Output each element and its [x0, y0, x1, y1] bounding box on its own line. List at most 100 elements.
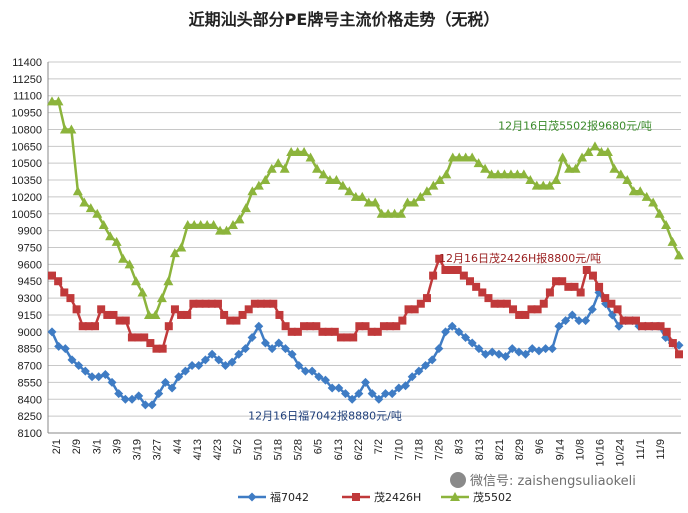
data-point	[60, 344, 70, 354]
y-tick-label: 10200	[11, 192, 42, 204]
data-point	[427, 355, 437, 365]
data-point	[267, 344, 277, 354]
data-point	[146, 339, 155, 348]
data-point	[474, 344, 484, 354]
data-point	[294, 361, 304, 371]
y-tick-label: 11100	[13, 91, 42, 103]
x-tick-label: 8/3	[454, 439, 466, 454]
data-point	[668, 339, 677, 348]
data-point	[570, 163, 581, 173]
x-tick-label: 3/27	[152, 439, 164, 460]
data-point	[226, 316, 235, 325]
data-point	[533, 305, 542, 314]
legend-label: 福7042	[270, 490, 309, 504]
data-point	[558, 277, 567, 286]
data-point	[674, 250, 684, 260]
data-point	[336, 333, 345, 342]
data-point	[552, 277, 561, 286]
x-tick-label: 5/28	[293, 439, 305, 460]
data-point	[459, 271, 468, 280]
x-tick-label: 4/4	[172, 439, 184, 454]
data-point	[170, 305, 179, 314]
data-point	[279, 163, 290, 173]
data-point	[421, 186, 432, 196]
data-point	[662, 327, 671, 336]
x-tick-label: 10/16	[595, 439, 607, 467]
data-point	[263, 299, 272, 308]
y-tick-label: 11400	[12, 57, 42, 69]
x-tick-label: 2/1	[51, 439, 63, 454]
legend-label: 茂2426H	[374, 490, 421, 504]
data-point	[441, 327, 451, 337]
data-point	[314, 372, 324, 382]
data-point	[330, 327, 339, 336]
data-point	[467, 152, 478, 162]
data-point	[638, 322, 647, 331]
data-point	[421, 361, 431, 371]
x-tick-label: 2/9	[71, 439, 83, 454]
data-point	[525, 175, 536, 185]
data-point	[367, 389, 377, 399]
data-point	[661, 220, 672, 230]
data-point	[207, 349, 217, 359]
data-point	[207, 299, 216, 308]
x-tick-label: 6/22	[353, 439, 365, 460]
data-point	[334, 383, 344, 393]
data-point	[587, 304, 597, 314]
data-point	[53, 96, 64, 106]
data-point	[60, 288, 69, 297]
data-point	[137, 287, 148, 297]
data-point	[220, 361, 230, 371]
data-point	[379, 322, 388, 331]
data-point	[85, 203, 96, 213]
data-point	[507, 344, 517, 354]
data-point	[140, 333, 149, 342]
data-point	[337, 180, 348, 190]
data-point	[164, 322, 173, 331]
y-tick-label: 8400	[18, 394, 42, 406]
data-point	[349, 333, 358, 342]
annotation: 12月16日茂2426H报8800元/吨	[439, 251, 601, 265]
data-point	[416, 299, 425, 308]
data-point	[589, 141, 600, 151]
data-point	[273, 158, 284, 168]
data-point	[78, 322, 87, 331]
x-tick-label: 7/2	[373, 439, 385, 454]
data-point	[577, 152, 588, 162]
data-point	[131, 276, 142, 286]
data-point	[650, 322, 659, 331]
data-point	[574, 316, 584, 326]
data-point	[107, 377, 117, 387]
x-tick-label: 10/8	[574, 439, 586, 460]
data-point	[202, 220, 213, 230]
data-point	[109, 310, 118, 319]
data-point	[47, 327, 57, 337]
y-tick-label: 9150	[18, 310, 42, 322]
data-point	[312, 322, 321, 331]
data-point	[541, 344, 551, 354]
x-tick-label: 3/9	[111, 439, 123, 454]
data-point	[453, 265, 462, 274]
y-tick-label: 10350	[11, 175, 42, 187]
data-point	[408, 197, 419, 207]
data-point	[72, 305, 81, 314]
y-tick-label: 8850	[18, 344, 42, 356]
x-tick-label: 4/13	[192, 439, 204, 460]
data-point	[287, 327, 296, 336]
data-point	[429, 271, 438, 280]
data-point	[103, 310, 112, 319]
y-tick-label: 8100	[18, 428, 42, 440]
data-point	[538, 180, 549, 190]
data-point	[213, 299, 222, 308]
data-point	[286, 146, 297, 156]
data-point	[641, 191, 652, 201]
data-point	[343, 333, 352, 342]
y-tick-label: 9450	[18, 276, 42, 288]
x-tick-label: 7/10	[393, 439, 405, 460]
data-point	[521, 349, 531, 359]
data-point	[100, 370, 110, 380]
data-point	[539, 299, 548, 308]
data-point	[527, 305, 536, 314]
y-tick-label: 10950	[11, 108, 42, 120]
data-point	[454, 152, 465, 162]
